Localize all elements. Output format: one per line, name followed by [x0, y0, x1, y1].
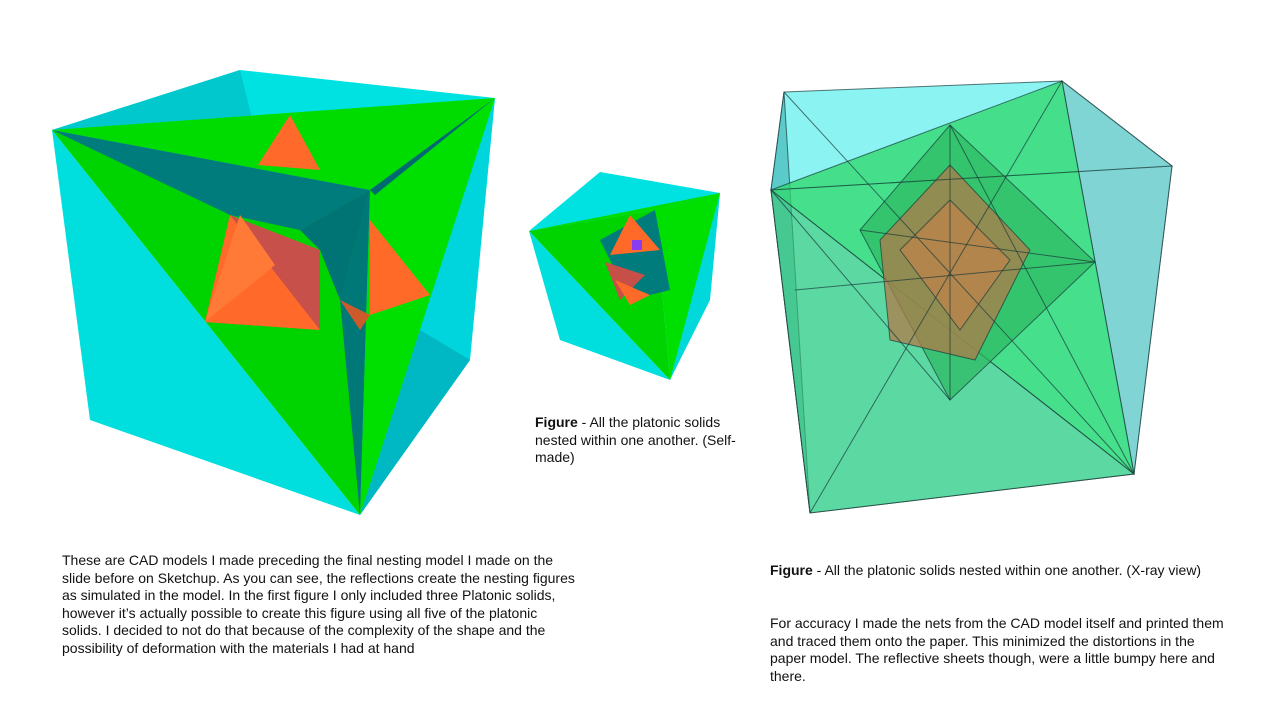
- caption-right: Figure - All the platonic solids nested …: [770, 562, 1210, 580]
- caption-right-label: Figure: [770, 562, 813, 578]
- caption-middle-text: - All the platonic solids nested within …: [535, 414, 736, 465]
- paragraph-left: These are CAD models I made preceding th…: [62, 552, 575, 656]
- paragraph-right: For accuracy I made the nets from the CA…: [770, 615, 1224, 684]
- nested-solids-render-small: [529, 172, 720, 380]
- nested-solids-render-large: [52, 70, 495, 515]
- caption-middle-label: Figure: [535, 414, 578, 430]
- caption-middle: Figure - All the platonic solids nested …: [535, 414, 740, 467]
- caption-right-text: - All the platonic solids nested within …: [812, 562, 1202, 578]
- nested-solids-render-xray: [769, 79, 1174, 514]
